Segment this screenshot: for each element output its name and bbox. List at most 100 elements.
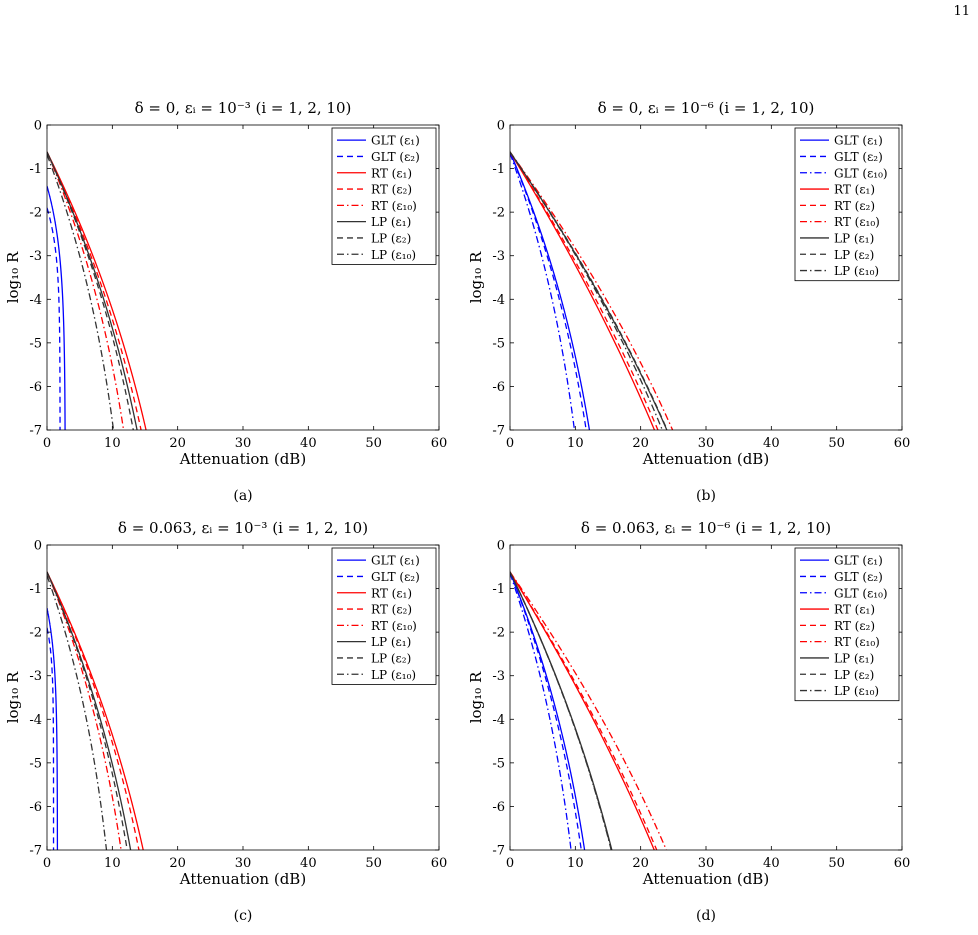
series-line-3 — [510, 153, 576, 430]
legend-entry: RT (ε₂) — [834, 199, 875, 213]
series-line-7 — [47, 571, 128, 850]
legend-entry: LP (ε₁) — [371, 635, 411, 649]
y-tick-label: -3 — [492, 669, 505, 684]
legend-entry: GLT (ε₁) — [834, 554, 883, 568]
series-line-5 — [47, 151, 125, 430]
y-tick-label: 0 — [34, 539, 42, 554]
legend-entry: RT (ε₁) — [371, 166, 412, 180]
series-line-6 — [510, 571, 668, 850]
legend-entry: RT (ε₂) — [834, 619, 875, 633]
y-tick-label: -7 — [492, 424, 505, 439]
x-tick-label: 50 — [365, 856, 382, 871]
y-tick-label: 0 — [497, 539, 505, 554]
series-line-4 — [510, 151, 656, 430]
legend-entry: RT (ε₂) — [371, 603, 412, 617]
y-tick-label: -7 — [29, 844, 42, 859]
series-line-1 — [47, 185, 66, 430]
y-tick-label: -2 — [29, 206, 42, 221]
series-line-2 — [47, 627, 55, 850]
series-line-5 — [510, 151, 659, 430]
x-tick-label: 30 — [698, 436, 715, 451]
panel-label: (d) — [696, 908, 716, 924]
legend-box — [794, 547, 900, 702]
legend-entry: LP (ε₂) — [371, 231, 411, 245]
y-tick-label: -2 — [492, 206, 505, 221]
panel-label: (b) — [696, 488, 716, 504]
series-line-3 — [47, 151, 147, 430]
legend-entry: LP (ε₁₀) — [834, 684, 879, 698]
x-tick-label: 40 — [763, 436, 780, 451]
x-tick-label: 60 — [894, 856, 911, 871]
x-tick-label: 10 — [567, 856, 584, 871]
legend-entry: GLT (ε₁) — [371, 554, 420, 568]
x-tick-label: 20 — [169, 856, 186, 871]
legend-entry: LP (ε₁) — [371, 215, 411, 229]
x-tick-label: 40 — [763, 856, 780, 871]
legend-entry: GLT (ε₂) — [371, 150, 420, 164]
y-axis-label: log₁₀ R — [4, 671, 22, 723]
x-tick-label: 60 — [431, 856, 448, 871]
y-tick-label: -1 — [29, 582, 42, 597]
legend-box — [331, 547, 437, 685]
legend-entry: LP (ε₁₀) — [371, 248, 416, 262]
series-line-6 — [510, 151, 674, 430]
legend-entry: LP (ε₁) — [834, 231, 874, 245]
y-tick-label: 0 — [34, 119, 42, 134]
y-tick-label: -7 — [492, 844, 505, 859]
y-tick-label: -5 — [492, 756, 505, 771]
x-tick-label: 30 — [235, 436, 252, 451]
legend-entry: GLT (ε₂) — [834, 150, 883, 164]
series-line-3 — [47, 571, 144, 850]
legend-entry: LP (ε₂) — [371, 651, 411, 665]
x-axis-label: Attenuation (dB) — [179, 450, 306, 468]
legend-entry: LP (ε₂) — [834, 248, 874, 262]
y-tick-label: 0 — [497, 119, 505, 134]
legend-box — [331, 127, 437, 265]
x-tick-label: 60 — [431, 436, 448, 451]
y-tick-label: -5 — [29, 336, 42, 351]
y-tick-label: -6 — [492, 800, 505, 815]
y-tick-label: -4 — [492, 713, 505, 728]
y-tick-label: -3 — [29, 669, 42, 684]
series-line-8 — [510, 151, 668, 430]
y-tick-label: -4 — [29, 713, 42, 728]
panel-label: (a) — [233, 488, 252, 504]
legend-entry: RT (ε₁) — [834, 183, 875, 197]
y-tick-label: -2 — [492, 626, 505, 641]
y-tick-label: -7 — [29, 424, 42, 439]
x-axis-label: Attenuation (dB) — [179, 870, 306, 888]
x-tick-label: 30 — [698, 856, 715, 871]
y-tick-label: -2 — [29, 626, 42, 641]
series-line-1 — [510, 571, 586, 850]
chart-title: δ = 0.063, εᵢ = 10⁻³ (i = 1, 2, 10) — [118, 519, 368, 537]
legend-entry: RT (ε₁) — [371, 586, 412, 600]
x-tick-label: 10 — [104, 856, 121, 871]
series-line-4 — [47, 151, 142, 430]
series-line-9 — [510, 151, 664, 430]
x-tick-label: 20 — [169, 436, 186, 451]
legend-entry: LP (ε₁) — [834, 651, 874, 665]
x-tick-label: 50 — [365, 436, 382, 451]
series-line-4 — [510, 571, 655, 850]
panel-label: (c) — [234, 908, 253, 924]
series-line-7 — [510, 151, 668, 430]
y-axis-label: log₁₀ R — [4, 251, 22, 303]
y-tick-label: -5 — [29, 756, 42, 771]
y-tick-label: -4 — [29, 293, 42, 308]
series-line-6 — [47, 151, 138, 430]
series-line-2 — [47, 207, 61, 430]
series-line-5 — [47, 571, 122, 850]
legend-entry: LP (ε₂) — [834, 668, 874, 682]
y-tick-label: -4 — [492, 293, 505, 308]
x-tick-label: 60 — [894, 436, 911, 451]
x-tick-label: 0 — [506, 436, 514, 451]
x-tick-label: 50 — [828, 856, 845, 871]
legend-entry: RT (ε₁₀) — [834, 635, 880, 649]
y-tick-label: -6 — [29, 380, 42, 395]
x-tick-label: 10 — [567, 436, 584, 451]
series-line-5 — [510, 571, 658, 850]
y-axis-label: log₁₀ R — [467, 671, 485, 723]
series-line-7 — [47, 151, 134, 430]
x-tick-label: 0 — [506, 856, 514, 871]
